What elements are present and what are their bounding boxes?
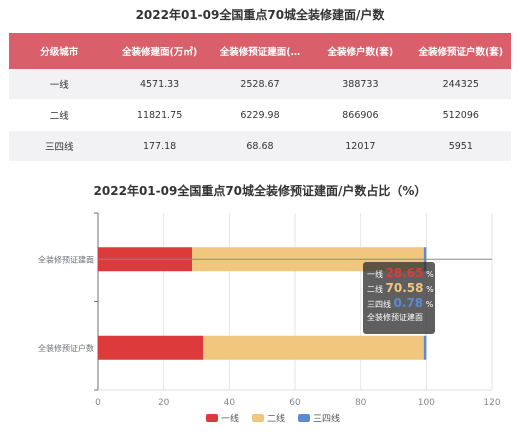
legend-swatch (206, 414, 218, 422)
table-row: 三四线 177.18 68.68 12017 5951 (9, 130, 511, 162)
tooltip-label: 一线 (367, 270, 383, 279)
tooltip-label: 三四线 (367, 300, 391, 309)
table-cell: 11821.75 (109, 99, 210, 131)
table-row: 一线 4571.33 2528.67 388733 244325 (9, 69, 511, 100)
table-cell: 512096 (410, 99, 511, 131)
table-cell: 2528.67 (209, 69, 311, 100)
table-cell: 二线 (9, 99, 110, 131)
x-tick-label: 80 (355, 398, 367, 408)
table-cell: 177.18 (109, 130, 210, 162)
tooltip-value: 70.58 (385, 281, 424, 295)
table-row: 二线 11821.75 6229.98 866906 512096 (9, 99, 511, 131)
x-tick-label: 100 (418, 398, 435, 408)
y-tick-label: 全装修预证户数 (38, 343, 94, 353)
x-tick-label: 40 (224, 398, 236, 408)
table-cell: 388733 (310, 69, 411, 100)
tooltip-value: 0.78 (393, 296, 424, 310)
tooltip-unit: % (425, 300, 434, 309)
legend-swatch (298, 414, 310, 422)
data-table: 分级城市 全装修建面(万㎡) 全装修预证建面(… 全装修户数(套) 全装修预证户… (9, 33, 511, 162)
chart-title: 2022年01-09全国重点70城全装修预证建面/户数占比（%） (93, 184, 427, 198)
tooltip-unit: % (426, 285, 434, 294)
bar-二线 (203, 335, 424, 360)
legend-label: 三四线 (313, 413, 340, 425)
table-cell: 4571.33 (109, 69, 210, 100)
chart-tooltip: 一线 28.65 % 二线 70.58 % 三四线 0.78 % 全装修预证建面 (363, 262, 435, 334)
table-cell: 三四线 (9, 130, 110, 162)
table-title: 2022年01-09全国重点70城全装修建面/户数 (135, 8, 385, 22)
table-cell: 6229.98 (209, 99, 311, 131)
table-cell: 5951 (410, 130, 511, 162)
tooltip-category: 全装修预证建面 (367, 313, 423, 322)
legend-label: 二线 (267, 413, 285, 425)
table-header-row: 分级城市 全装修建面(万㎡) 全装修预证建面(… 全装修户数(套) 全装修预证户… (9, 33, 511, 69)
x-tick-label: 60 (289, 398, 301, 408)
tooltip-label: 二线 (367, 285, 383, 294)
table-cell: 244325 (410, 69, 511, 100)
tooltip-row: 一线 28.65 % (367, 266, 434, 281)
x-tick-label: 120 (483, 398, 500, 408)
table-header-cell[interactable]: 全装修户数(套) (310, 33, 411, 69)
table-cell: 12017 (310, 130, 411, 162)
x-tick-label: 20 (158, 398, 170, 408)
tooltip-row: 三四线 0.78 % (367, 296, 434, 311)
table-header-cell[interactable]: 全装修预证建面(… (209, 33, 311, 69)
legend-label: 一线 (221, 413, 239, 425)
table-header-cell[interactable]: 全装修建面(万㎡) (109, 33, 210, 69)
table-cell: 一线 (9, 69, 110, 100)
table-header-cell[interactable]: 分级城市 (9, 33, 110, 69)
tooltip-row: 二线 70.58 % (367, 281, 434, 296)
x-tick-label: 0 (95, 398, 101, 408)
table-cell: 866906 (310, 99, 411, 131)
table-header-cell[interactable]: 全装修预证户数(套) (410, 33, 511, 69)
legend-swatch (252, 414, 264, 422)
bar-一线 (98, 335, 204, 360)
y-tick-label: 全装修预证建面 (38, 254, 94, 264)
bar-三四线 (423, 335, 427, 360)
tooltip-value: 28.65 (385, 266, 424, 280)
tooltip-unit: % (426, 270, 434, 279)
table-cell: 68.68 (209, 130, 311, 162)
